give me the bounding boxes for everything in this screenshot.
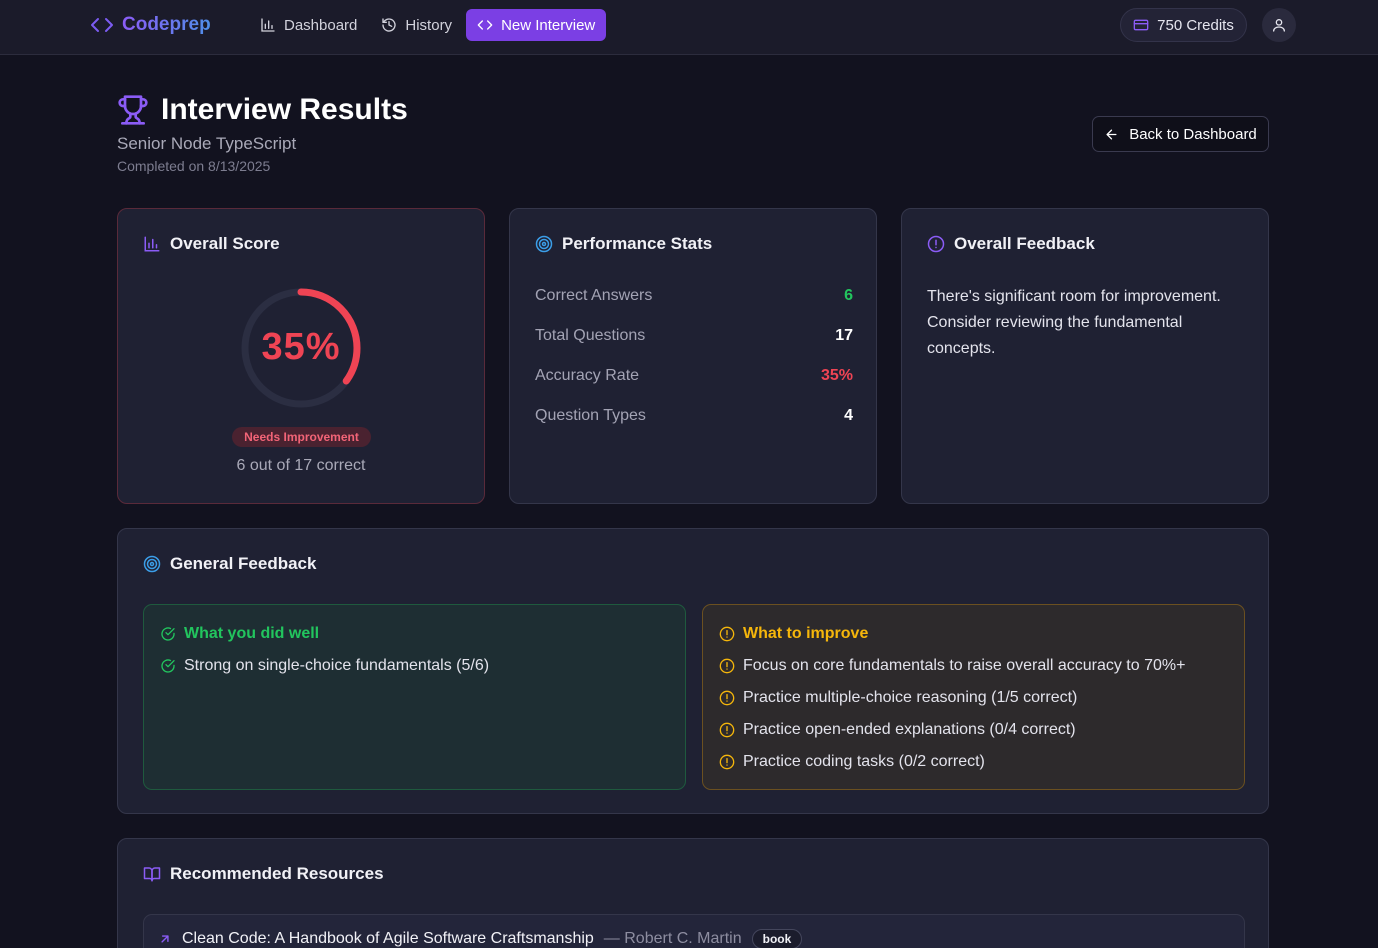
stat-label: Accuracy Rate — [535, 367, 640, 384]
strengths-heading: What you did well — [160, 623, 319, 645]
stat-label: Correct Answers — [535, 287, 653, 304]
external-arrow-icon — [161, 935, 169, 943]
page-title: Interview Results — [161, 93, 408, 126]
alert-circle-icon — [719, 754, 735, 770]
overall-score-card: Overall Score 35% Needs Improvement 6 ou… — [117, 208, 485, 504]
brand-name: Codeprep — [122, 14, 211, 35]
user-avatar-button[interactable] — [1262, 8, 1296, 42]
card-header: General Feedback — [143, 553, 316, 575]
stat-value: 6 — [844, 287, 853, 304]
performance-stats-card: Performance Stats Correct Answers 6 Tota… — [509, 208, 877, 504]
nav-links: Dashboard History New Interview — [250, 9, 607, 41]
card-header: Overall Score — [143, 233, 280, 255]
target-icon — [535, 235, 553, 253]
arrow-left-icon — [1106, 129, 1117, 139]
strengths-panel: What you did well Strong on single-choic… — [143, 604, 686, 790]
completed-date: Completed on 8/13/2025 — [117, 158, 271, 174]
user-icon — [1273, 19, 1285, 32]
overall-feedback-card: Overall Feedback There's significant roo… — [901, 208, 1269, 504]
alert-circle-icon — [719, 658, 735, 674]
nav-new-interview[interactable]: New Interview — [466, 9, 607, 41]
resource-item[interactable]: Clean Code: A Handbook of Agile Software… — [143, 914, 1245, 948]
credits-label: 750 Credits — [1157, 16, 1234, 34]
list-item: Practice coding tasks (0/2 correct) — [719, 751, 985, 773]
card-title: Overall Feedback — [954, 234, 1095, 253]
score-ring-progress — [241, 288, 361, 408]
recommended-resources-card: Recommended Resources Clean Code: A Hand… — [117, 838, 1269, 948]
top-navbar: Codeprep Dashboard History New Interview… — [0, 0, 1378, 55]
bar-chart-icon — [144, 236, 160, 252]
resource-author: — Robert C. Martin — [603, 930, 742, 947]
bar-chart-icon — [261, 18, 275, 32]
stat-row-correct: Correct Answers 6 — [535, 285, 853, 307]
target-icon — [143, 555, 161, 573]
card-header: Overall Feedback — [927, 233, 1095, 255]
stat-label: Question Types — [535, 407, 646, 424]
alert-circle-icon — [719, 690, 735, 706]
resource-type-badge: book — [751, 929, 803, 948]
resource-title[interactable]: Clean Code: A Handbook of Agile Software… — [182, 930, 594, 947]
list-item-text: Practice multiple-choice reasoning (1/5 … — [743, 689, 1078, 706]
book-open-icon — [143, 867, 161, 882]
status-badge: Needs Improvement — [232, 427, 371, 447]
alert-circle-icon — [927, 235, 945, 253]
credit-card-icon — [1133, 19, 1149, 31]
list-item: Strong on single-choice fundamentals (5/… — [160, 655, 489, 677]
list-item-text: Strong on single-choice fundamentals (5/… — [184, 657, 490, 674]
credits-badge[interactable]: 750 Credits — [1120, 8, 1247, 42]
card-title: General Feedback — [170, 554, 317, 573]
card-title: Performance Stats — [562, 234, 713, 253]
stat-value: 17 — [835, 327, 853, 344]
nav-history-label: History — [405, 16, 453, 34]
stat-value: 4 — [844, 407, 853, 424]
card-title: Recommended Resources — [170, 864, 384, 883]
improvements-panel: What to improve Focus on core fundamenta… — [702, 604, 1245, 790]
nav-dashboard[interactable]: Dashboard — [250, 9, 367, 41]
list-item-text: Focus on core fundamentals to raise over… — [743, 657, 1186, 674]
stat-row-types: Question Types 4 — [535, 405, 853, 427]
improvements-heading: What to improve — [719, 623, 868, 645]
alert-circle-icon — [719, 722, 735, 738]
score-summary: 6 out of 17 correct — [236, 457, 366, 474]
list-item: Focus on core fundamentals to raise over… — [719, 655, 1185, 677]
back-to-dashboard-label: Back to Dashboard — [1129, 125, 1257, 143]
nav-dashboard-label: Dashboard — [284, 16, 358, 34]
list-item: Practice open-ended explanations (0/4 co… — [719, 719, 1076, 741]
check-circle-icon — [161, 659, 175, 673]
overall-feedback-text: There's significant room for improvement… — [927, 288, 1221, 357]
stat-label: Total Questions — [535, 327, 646, 344]
list-item-text: Practice coding tasks (0/2 correct) — [743, 753, 985, 770]
stat-row-total: Total Questions 17 — [535, 325, 853, 347]
back-to-dashboard-button[interactable]: Back to Dashboard — [1092, 116, 1269, 152]
interview-name: Senior Node TypeScript — [117, 134, 297, 153]
history-icon — [382, 18, 397, 32]
score-percent: 35% — [261, 326, 341, 368]
page-header: Interview Results Senior Node TypeScript… — [117, 92, 408, 174]
stat-value: 35% — [820, 367, 853, 384]
brand-logo[interactable]: Codeprep — [90, 13, 211, 37]
code-icon — [477, 20, 493, 30]
check-circle-icon — [161, 627, 175, 641]
nav-history[interactable]: History — [371, 9, 462, 41]
improvements-title: What to improve — [743, 625, 869, 642]
code-brackets-icon — [90, 13, 114, 37]
stat-row-accuracy: Accuracy Rate 35% — [535, 365, 853, 387]
card-header: Performance Stats — [535, 233, 712, 255]
alert-circle-icon — [719, 626, 735, 642]
resource-row: Clean Code: A Handbook of Agile Software… — [158, 928, 803, 948]
score-ring — [241, 288, 361, 408]
title-row: Interview Results — [117, 92, 408, 128]
list-item: Practice multiple-choice reasoning (1/5 … — [719, 687, 1077, 709]
trophy-icon — [118, 95, 148, 125]
nav-new-interview-label: New Interview — [501, 16, 596, 34]
card-header: Recommended Resources — [143, 863, 384, 885]
list-item-text: Practice open-ended explanations (0/4 co… — [743, 721, 1076, 738]
general-feedback-card: General Feedback What you did well Stron… — [117, 528, 1269, 814]
strengths-title: What you did well — [184, 625, 320, 642]
card-title: Overall Score — [170, 234, 280, 253]
